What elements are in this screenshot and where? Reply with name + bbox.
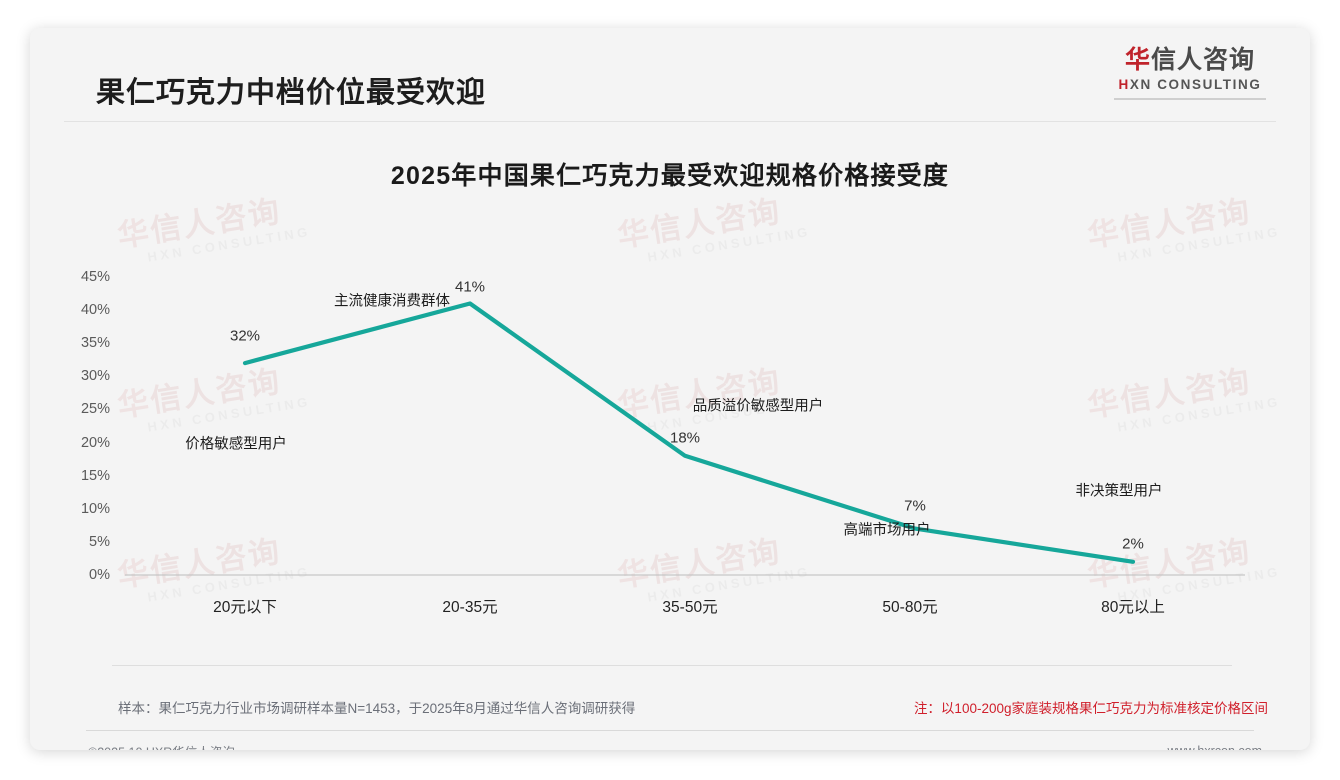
y-tick-label: 40%: [80, 302, 110, 318]
line-chart: [30, 28, 1310, 750]
data-label: 32%: [229, 327, 261, 345]
logo-en-first: H: [1118, 76, 1130, 92]
point-annotation: 主流健康消费群体: [334, 293, 450, 310]
y-tick-label: 45%: [80, 269, 110, 285]
data-series-line: [242, 301, 1136, 564]
logo-en-rest: XN CONSULTING: [1129, 76, 1262, 92]
y-tick-label: 5%: [89, 534, 110, 550]
point-annotation: 品质溢价敏感型用户: [692, 398, 824, 415]
x-tick-label: 80元以上: [1101, 599, 1165, 616]
logo-underline: [1114, 97, 1266, 100]
y-tick-label: 25%: [80, 401, 110, 417]
copyright-text: ©2025.10 HXR华信人咨询: [88, 742, 235, 751]
slide-header: 果仁巧克力中档价位最受欢迎 华信人咨询 HXN CONSULTING: [30, 28, 1310, 122]
company-logo: 华信人咨询 HXN CONSULTING: [1106, 46, 1274, 100]
page-title: 果仁巧克力中档价位最受欢迎: [96, 77, 487, 109]
chart-svg: [125, 301, 1245, 576]
y-tick-label: 35%: [80, 335, 110, 351]
point-annotation: 非决策型用户: [1075, 483, 1163, 500]
x-tick-label: 35-50元: [662, 599, 718, 616]
header-divider: [64, 121, 1276, 122]
point-annotation: 高端市场用户: [843, 522, 931, 539]
y-tick-label: 30%: [80, 368, 110, 384]
point-annotation: 价格敏感型用户: [185, 436, 287, 453]
red-note: 注：以100-200g家庭装规格果仁巧克力为标准核定价格区间: [913, 701, 1268, 716]
y-tick-label: 20%: [80, 435, 110, 451]
x-tick-label: 50-80元: [882, 599, 938, 616]
data-label: 2%: [1122, 535, 1144, 553]
y-tick-label: 0%: [89, 567, 110, 583]
data-label: 41%: [454, 278, 486, 296]
slide-card: 华信人咨询 HXN CONSULTING 华信人咨询 HXN CONSULTIN…: [30, 28, 1310, 750]
logo-cn-first: 华: [1124, 46, 1151, 74]
x-tick-label: 20-35元: [442, 599, 498, 616]
chart-title: 2025年中国果仁巧克力最受欢迎规格价格接受度: [390, 162, 950, 190]
x-tick-label: 20元以下: [213, 599, 277, 616]
y-tick-label: 10%: [80, 501, 110, 517]
y-tick-label: 15%: [80, 468, 110, 484]
sample-note: 样本：果仁巧克力行业市场调研样本量N=1453，于2025年8月通过华信人咨询调…: [118, 701, 636, 716]
data-label: 7%: [904, 497, 926, 515]
data-label: 18%: [669, 429, 701, 447]
logo-cn-rest: 信人咨询: [1151, 46, 1256, 74]
website-link[interactable]: www.hxrcon.com: [1168, 744, 1262, 750]
notes-divider: [112, 665, 1232, 666]
bottom-divider: [86, 730, 1254, 731]
